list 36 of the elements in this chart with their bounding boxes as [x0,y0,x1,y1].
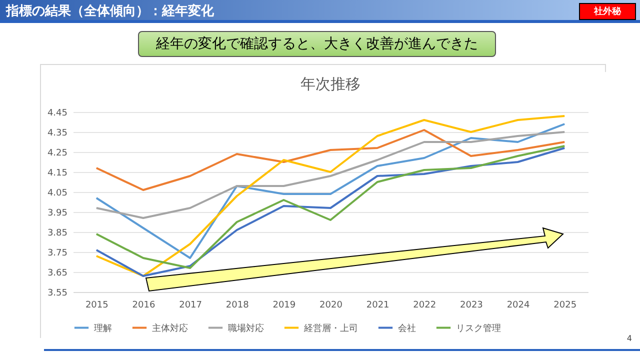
y-tick-label: 4.45 [47,108,68,118]
y-tick-label: 4.05 [47,188,68,198]
x-tick-label: 2019 [272,300,296,310]
x-tick-label: 2025 [554,300,577,310]
y-tick-label: 3.75 [47,248,68,258]
y-tick-label: 3.55 [47,288,68,298]
text: 4 [626,334,632,343]
x-tick-label: 2024 [506,300,530,310]
x-tick-label: 2021 [366,300,390,310]
x-tick-label: 2020 [320,300,343,310]
line-series [95,123,566,259]
legend-label: 理解 [94,322,112,334]
legend-label: リスク管理 [456,322,501,334]
y-tick-label: 3.85 [47,228,68,238]
line-series [95,129,566,191]
y-tick-label: 4.35 [47,128,68,138]
legend-label: 主体対応 [152,322,188,334]
legend-label: 職場対応 [228,322,264,334]
x-tick-label: 2015 [85,300,108,310]
text: 経年の変化で確認すると、大きく改善が進んできた [138,31,496,57]
y-tick-label: 3.65 [47,268,68,278]
x-tick-label: 2017 [179,300,202,310]
x-tick-label: 2018 [226,300,250,310]
y-tick-label: 3.95 [47,208,68,218]
legend-label: 会社 [398,322,416,334]
legend-label: 経営層・上司 [303,322,358,334]
x-tick-label: 2023 [460,300,483,310]
x-tick-label: 2016 [132,300,156,310]
text: 指標の結果（全体傾向）：経年変化 [6,2,214,20]
y-tick-label: 4.25 [47,148,68,158]
x-tick-label: 2022 [413,300,436,310]
line-series [95,115,566,277]
y-tick-label: 4.15 [47,168,68,178]
line-series [95,131,566,219]
chart-title: 年次推移 [300,75,360,93]
text: 社外秘 [579,3,636,20]
